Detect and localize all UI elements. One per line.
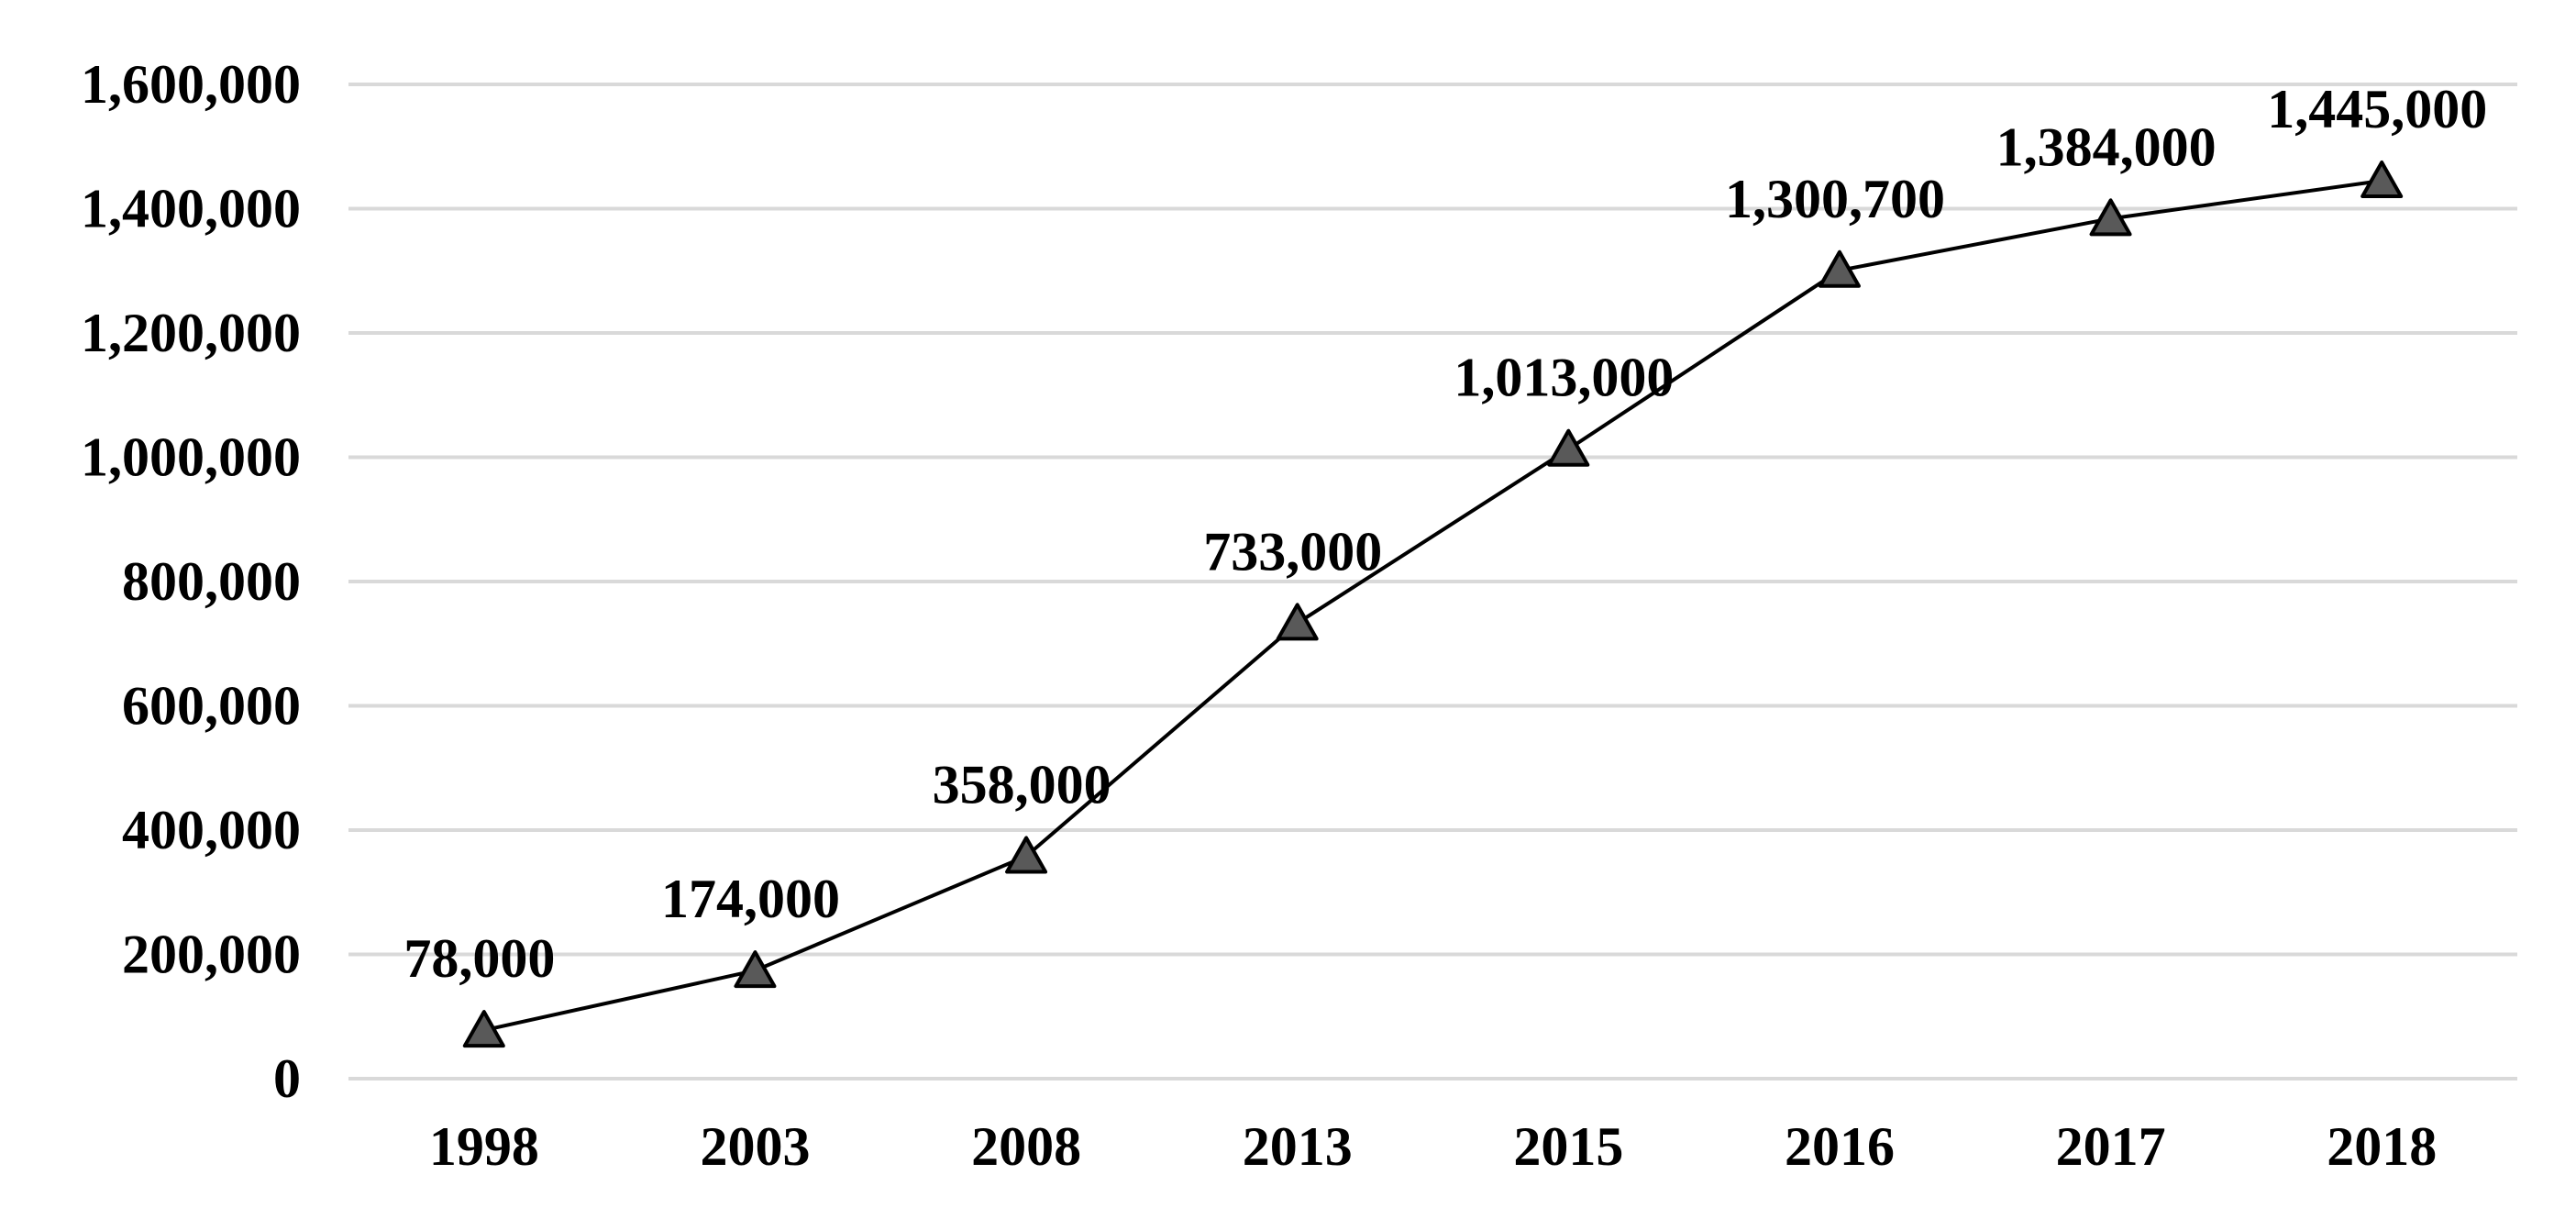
y-axis-tick-labels: 0 200,000 400,000 600,000 800,000 1,000,000 1,…	[81, 54, 301, 1109]
data-label: 1,445,000	[2267, 79, 2487, 139]
x-axis-tick-labels: 1998 2003 2008 2013 2015 2016 2017 2018	[429, 1116, 2437, 1177]
x-tick-label: 2017	[2056, 1116, 2166, 1177]
data-point-marker	[1005, 836, 1048, 874]
x-tick-label: 2016	[1785, 1116, 1895, 1177]
data-point-marker	[1276, 603, 1319, 641]
y-tick-label: 1,000,000	[81, 427, 301, 488]
x-tick-label: 2018	[2327, 1116, 2437, 1177]
y-tick-label: 800,000	[122, 551, 301, 612]
data-point-marker	[2360, 161, 2404, 199]
gridlines	[348, 83, 2517, 1080]
y-tick-label: 200,000	[122, 925, 301, 985]
series-markers	[462, 161, 2404, 1048]
data-point-marker	[1547, 428, 1590, 467]
x-tick-label: 2015	[1513, 1116, 1623, 1177]
y-tick-label: 400,000	[122, 800, 301, 860]
data-label: 1,013,000	[1454, 348, 1674, 408]
x-tick-label: 2013	[1243, 1116, 1353, 1177]
data-label: 174,000	[661, 869, 840, 929]
y-tick-label: 1,600,000	[81, 54, 301, 115]
data-label: 358,000	[933, 754, 1111, 815]
y-tick-label: 1,200,000	[81, 303, 301, 363]
y-tick-label: 0	[273, 1048, 301, 1109]
data-label: 78,000	[404, 928, 555, 989]
data-point-marker	[462, 1010, 505, 1048]
data-point-marker	[734, 950, 777, 989]
data-label: 1,384,000	[1996, 116, 2217, 177]
x-tick-label: 2008	[971, 1116, 1081, 1177]
data-label: 733,000	[1203, 521, 1382, 582]
data-point-marker	[1818, 249, 1861, 288]
x-tick-label: 2003	[700, 1116, 810, 1177]
data-point-marker	[2089, 198, 2132, 237]
x-tick-label: 1998	[429, 1116, 539, 1177]
data-label: 1,300,700	[1725, 169, 1945, 229]
y-tick-label: 600,000	[122, 676, 301, 737]
series-line-group	[483, 179, 2383, 1033]
series-line	[483, 179, 2383, 1033]
y-tick-label: 1,400,000	[81, 179, 301, 239]
data-labels: 78,000 174,000 358,000 733,000 1,013,000 1,30…	[404, 79, 2487, 989]
